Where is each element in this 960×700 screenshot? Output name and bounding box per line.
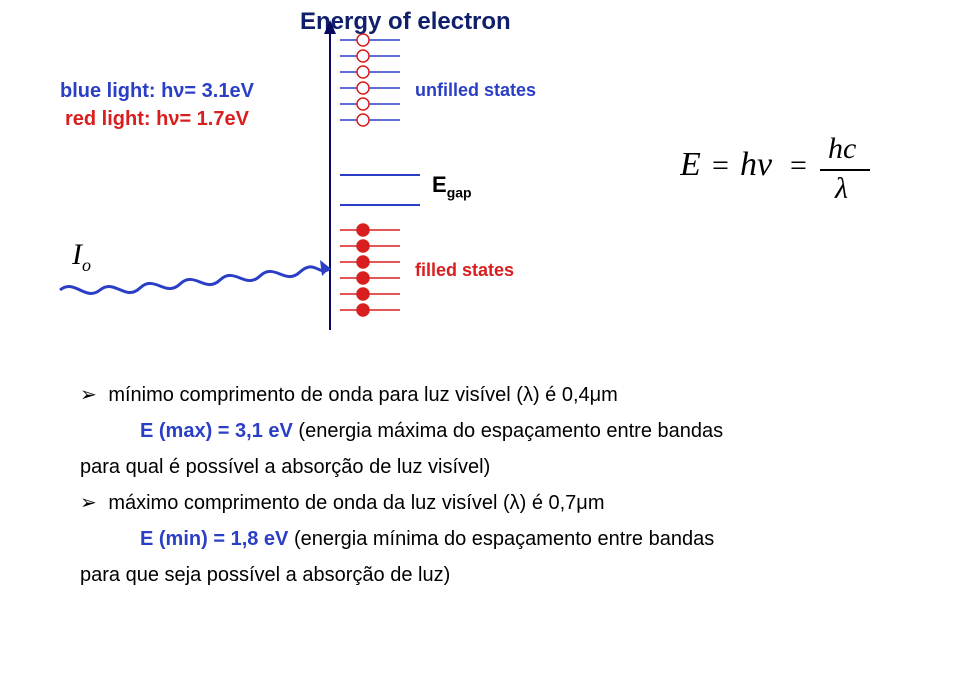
bullet-icon: ➢ bbox=[80, 492, 97, 514]
bullet2-text-a: máximo comprimento de onda da luz visíve… bbox=[108, 492, 604, 514]
formula-hc: hc bbox=[828, 132, 856, 165]
bullet1-text-b: (energia máxima do espaçamento entre ban… bbox=[293, 420, 723, 442]
bullet2-text-b: (energia mínima do espaçamento entre ban… bbox=[288, 528, 714, 550]
bullet1-blue: E (max) = 3,1 eV bbox=[140, 420, 293, 442]
bullet-1: ➢ mínimo comprimento de onda para luz vi… bbox=[80, 380, 900, 410]
formula-hv: hv bbox=[740, 146, 773, 183]
bullet-1-sub: E (max) = 3,1 eV (energia máxima do espa… bbox=[140, 416, 900, 446]
energy-diagram bbox=[0, 0, 600, 350]
bullet-2-sub: E (min) = 1,8 eV (energia mínima do espa… bbox=[140, 524, 900, 554]
formula-lambda: λ bbox=[834, 172, 848, 205]
bullet2-text-c: para que seja possível a absorção de luz… bbox=[80, 564, 450, 586]
bullet2-blue: E (min) = 1,8 eV bbox=[140, 528, 288, 550]
stage: Energy of electron blue light: hν= 3.1eV… bbox=[0, 0, 960, 700]
formula-E: E bbox=[680, 146, 701, 183]
bullet1-text-c: para qual é possível a absorção de luz v… bbox=[80, 456, 490, 478]
bullet-2: ➢ máximo comprimento de onda da luz visí… bbox=[80, 488, 900, 518]
formula: E = hv = hc λ bbox=[680, 130, 920, 210]
bullet2-cont: para que seja possível a absorção de luz… bbox=[80, 560, 900, 590]
bullet-icon: ➢ bbox=[80, 384, 97, 406]
bullet1-text-a: mínimo comprimento de onda para luz visí… bbox=[108, 384, 618, 406]
notes-block: ➢ mínimo comprimento de onda para luz vi… bbox=[80, 380, 900, 596]
formula-eq2: = bbox=[790, 149, 807, 182]
formula-eq1: = bbox=[712, 149, 729, 182]
bullet1-cont: para qual é possível a absorção de luz v… bbox=[80, 452, 900, 482]
